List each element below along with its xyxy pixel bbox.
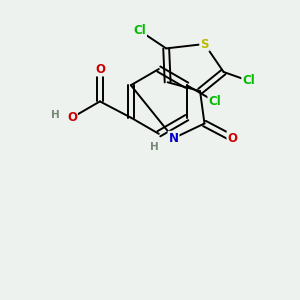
Text: H: H	[150, 142, 159, 152]
Text: O: O	[95, 62, 105, 76]
Text: Cl: Cl	[208, 95, 221, 108]
Text: Cl: Cl	[242, 74, 255, 87]
Text: O: O	[227, 132, 237, 145]
Text: N: N	[169, 132, 178, 145]
Text: Cl: Cl	[133, 24, 146, 37]
Text: H: H	[51, 110, 60, 120]
Text: S: S	[200, 38, 209, 50]
Text: O: O	[67, 111, 77, 124]
